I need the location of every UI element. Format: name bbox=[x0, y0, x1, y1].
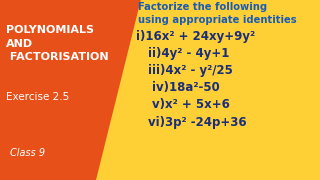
Polygon shape bbox=[0, 0, 141, 180]
Text: Exercise 2.5: Exercise 2.5 bbox=[6, 92, 69, 102]
Text: POLYNOMIALS: POLYNOMIALS bbox=[6, 25, 94, 35]
Text: vi)3p² -24p+36: vi)3p² -24p+36 bbox=[148, 116, 247, 129]
Text: v)x² + 5x+6: v)x² + 5x+6 bbox=[152, 98, 230, 111]
Text: ii)4y² - 4y+1: ii)4y² - 4y+1 bbox=[148, 47, 229, 60]
Text: Class 9: Class 9 bbox=[10, 148, 45, 158]
Text: using appropriate identities: using appropriate identities bbox=[138, 15, 297, 25]
Text: iii)4x² - y²/25: iii)4x² - y²/25 bbox=[148, 64, 233, 77]
Text: i)16x² + 24xy+9y²: i)16x² + 24xy+9y² bbox=[136, 30, 255, 43]
Text: AND: AND bbox=[6, 39, 33, 49]
Text: Factorize the following: Factorize the following bbox=[138, 2, 267, 12]
Text: FACTORISATION: FACTORISATION bbox=[6, 52, 108, 62]
Text: iv)18a²-50: iv)18a²-50 bbox=[152, 81, 220, 94]
